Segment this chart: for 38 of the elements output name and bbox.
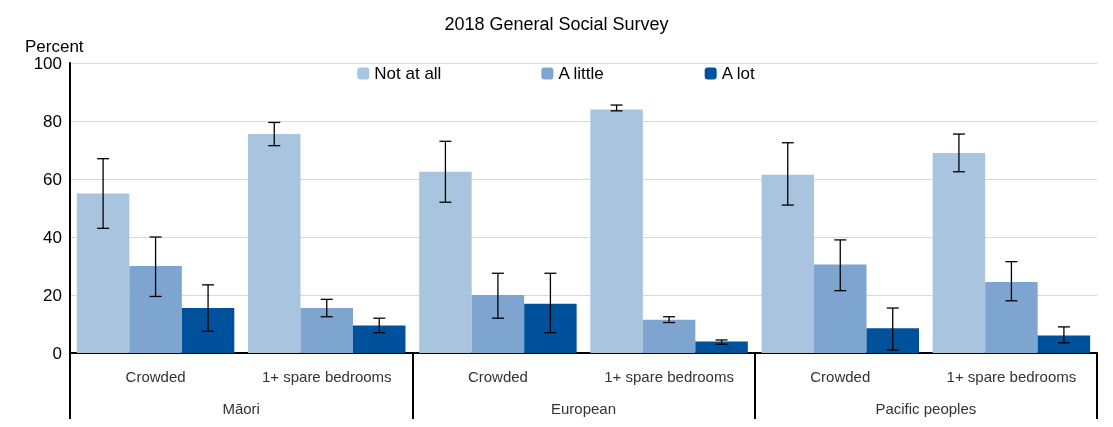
- y-tick-label: 0: [52, 343, 62, 363]
- bar: [590, 109, 643, 353]
- x-tick-label: 1+ spare bedrooms: [261, 368, 392, 385]
- bar: [1037, 335, 1091, 353]
- bar: [642, 319, 696, 353]
- x-tick-label: 1+ spare bedrooms: [946, 368, 1077, 385]
- y-tick-label: 100: [33, 53, 62, 73]
- bar: [695, 341, 748, 353]
- y-tick-label: 20: [43, 285, 62, 305]
- chart-title: 2018 General Social Survey: [444, 14, 669, 34]
- bar: [181, 308, 235, 353]
- bar: [76, 193, 130, 353]
- bar: [985, 281, 1038, 353]
- bar: [814, 264, 867, 353]
- bar: [353, 325, 406, 353]
- y-tick-label: 60: [43, 169, 62, 189]
- text: European: [550, 400, 617, 417]
- bar: [471, 295, 525, 353]
- bar: [932, 152, 986, 353]
- x-tick-label: Crowded: [125, 368, 186, 385]
- bar: [300, 308, 353, 353]
- y-axis-title: Percent: [25, 36, 84, 56]
- legend-label: A little: [558, 64, 604, 83]
- bar: [761, 174, 814, 353]
- y-tick-label: 40: [43, 227, 62, 247]
- x-tick-label: Crowded: [810, 368, 871, 385]
- x-tick-label: Crowded: [467, 368, 528, 385]
- text: Pacific peoples: [875, 400, 977, 417]
- bar: [524, 303, 577, 353]
- text: Māori: [222, 400, 260, 417]
- bar: [866, 328, 919, 353]
- y-tick-label: 80: [43, 111, 62, 131]
- bar: [419, 171, 472, 353]
- legend-label: Not at all: [374, 64, 442, 83]
- bar: [248, 134, 301, 353]
- x-tick-label: 1+ spare bedrooms: [604, 368, 734, 385]
- legend-label: A lot: [721, 64, 756, 83]
- bar: [129, 266, 182, 353]
